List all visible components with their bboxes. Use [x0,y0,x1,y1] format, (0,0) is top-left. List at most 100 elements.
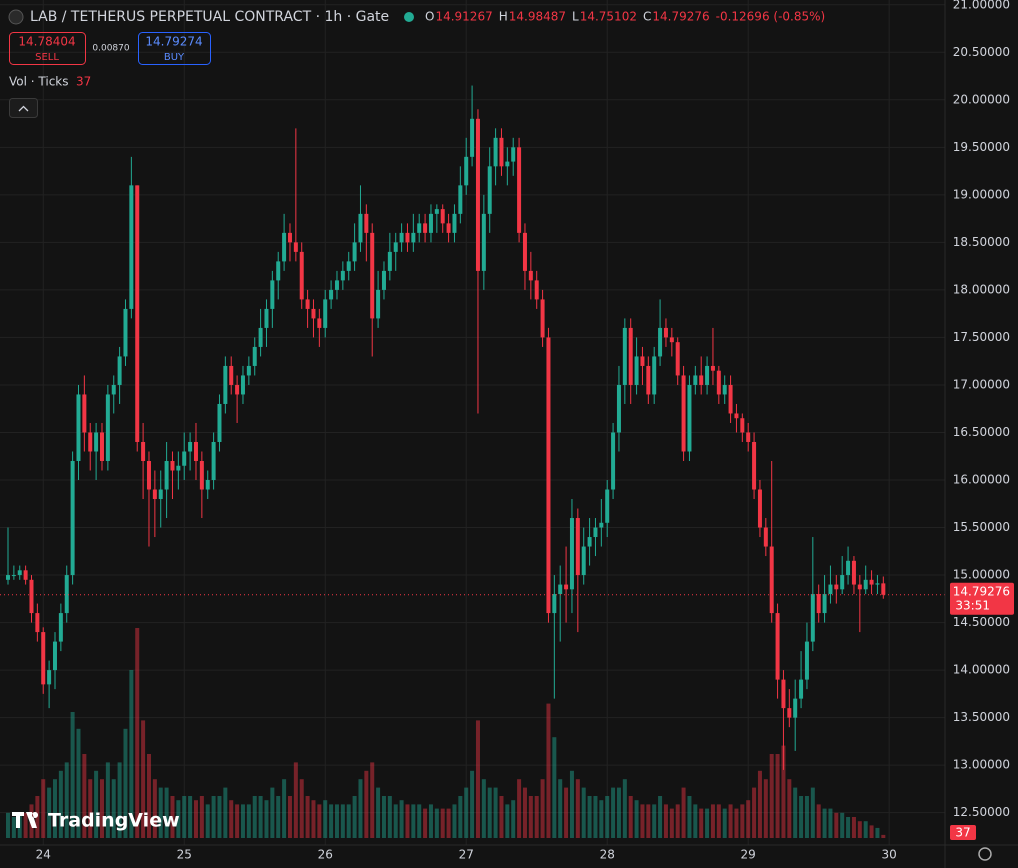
x-tick-label: 29 [741,848,756,862]
sell-label[interactable]: SELL [35,52,59,63]
volume-bar [311,800,316,838]
volume-bar [822,808,827,838]
buy-label[interactable]: BUY [164,52,185,63]
volume-bar [94,770,99,838]
ohlc-value: 14.75102 [580,10,637,24]
sell-button[interactable] [9,32,86,65]
volume-bar [428,804,433,838]
y-tick-label: 16.50000 [953,425,1010,439]
sell-price[interactable]: 14.78404 [18,35,75,49]
volume-bar [146,754,151,838]
volume-bar [188,796,193,838]
volume-bar [123,728,128,838]
volume-bar [470,770,475,838]
candle-body [193,441,198,461]
candle-body [622,327,627,385]
volume-bar [305,796,310,838]
candle-body [329,289,334,300]
candle-body [699,375,704,385]
volume-tag [950,825,976,840]
candle-body [376,289,381,319]
ohlc-key: L [572,10,579,24]
volume-bar [622,779,627,838]
candle-body [94,432,99,452]
volume-bar [270,787,275,838]
candle-body [229,365,234,385]
candle-body [540,299,545,338]
buy-button[interactable] [138,32,211,65]
volume-label: Vol · Ticks [9,75,69,89]
volume-bar [381,796,386,838]
candle-body [470,118,475,157]
grid [0,0,945,845]
candle-body [417,223,422,233]
candle-body [628,327,633,385]
candle-body [716,370,721,395]
volume-bar [264,800,269,838]
candle-body [123,308,128,357]
candle-body [76,394,81,461]
volume-bar [35,796,40,838]
candle-body [188,441,193,452]
volume-bar [587,796,592,838]
volume-bar [317,804,322,838]
volume-bar [99,779,104,838]
volume-bar [646,804,651,838]
volume-bar [752,787,757,838]
logo-icon [12,812,39,828]
volume-bar [258,796,263,838]
candle-body [587,537,592,547]
candle-body [746,432,751,442]
candle-body [276,261,281,281]
volume-bar [475,720,480,838]
candle-body [105,394,110,461]
candle-body [793,698,798,718]
volume-tag-label: 37 [955,826,970,840]
volume-bar [182,796,187,838]
candle-body [129,185,134,309]
y-tick-label: 20.50000 [953,45,1010,59]
candle-body [47,670,52,685]
settings-icon[interactable] [978,847,992,861]
candle-body [652,356,657,395]
volume-bar [64,762,69,838]
volume-bar [176,800,181,838]
candle-body [370,232,375,319]
candle-body [82,394,87,433]
ohlc-value: 14.79276 [652,10,709,24]
volume-bar [487,787,492,838]
candle-body [141,441,146,461]
candle-body [299,251,304,300]
volume-bar [446,808,451,838]
candle-body [217,403,222,442]
volume-bar [658,796,663,838]
candle-body [575,518,580,576]
candle-body [634,356,639,385]
symbol-icon [8,9,24,25]
candle-body [499,137,504,167]
candle-body [728,384,733,414]
buy-price[interactable]: 14.79274 [145,35,202,49]
candle-body [252,346,257,366]
candle-body [658,327,663,357]
volume-bar [158,787,163,838]
candle-body [481,213,486,271]
candle-body [787,708,792,718]
candle-body [857,584,862,590]
countdown: 33:51 [955,598,990,612]
volume-bar [282,779,287,838]
volume-bar [816,804,821,838]
volume-bar [387,796,392,838]
y-tick-label: 15.50000 [953,520,1010,534]
candle-body [58,613,63,642]
volume-pane [5,628,886,838]
y-tick-label: 20.00000 [953,92,1010,106]
candle-body [41,632,46,685]
collapse-button[interactable] [9,98,38,118]
volume-bar [70,712,75,838]
candle-body [270,280,275,309]
candle-body [810,594,815,642]
volume-bar [528,796,533,838]
candle-body [323,299,328,328]
